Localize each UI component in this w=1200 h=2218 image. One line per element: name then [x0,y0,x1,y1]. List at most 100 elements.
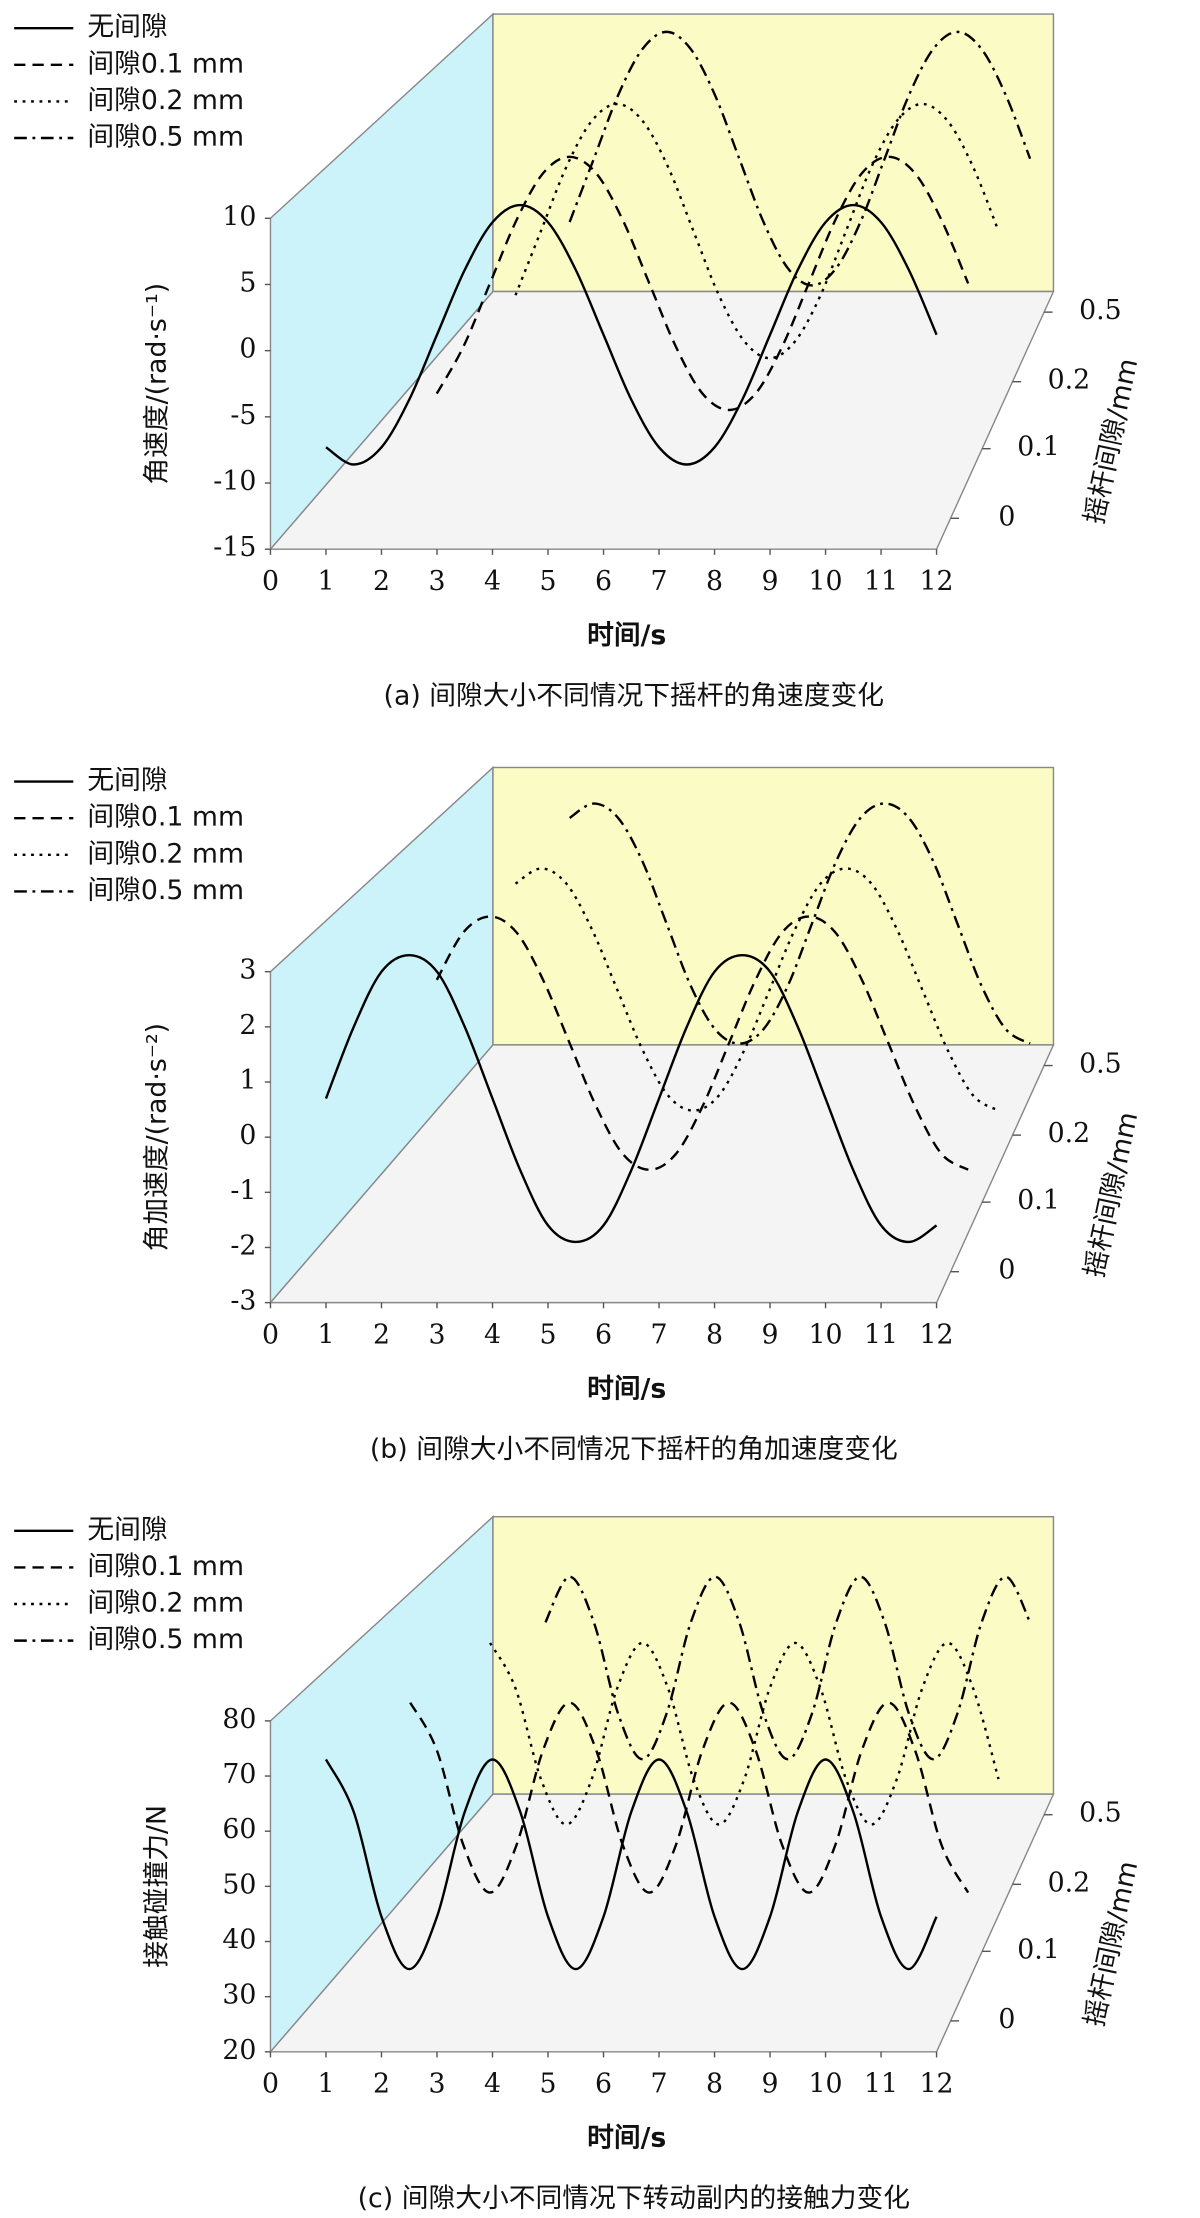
y-axis-label: 角加速度/(rad·s⁻²) [141,1023,172,1252]
x-tick-label: 8 [706,1319,723,1350]
y-tick-label: 2 [239,1010,256,1041]
x-tick-label: 12 [920,566,954,597]
x-tick-label: 3 [428,2069,445,2100]
y-tick-label: 50 [222,1869,256,1900]
x-tick-label: 1 [317,2069,334,2100]
y-tick-label: -1 [230,1175,256,1206]
y-tick-label: 70 [222,1759,256,1790]
x-tick-label: 11 [864,2069,898,2100]
y-tick-label: 0 [239,1120,256,1151]
x-tick-label: 3 [428,566,445,597]
y-tick-label: 30 [222,1980,256,2011]
x-tick-label: 5 [539,1319,556,1350]
series-line [325,203,938,466]
floor [268,1793,1055,2053]
legend-label: 无间隙 [87,1514,167,1545]
legend-label: 间隙0.1 mm [87,48,244,79]
x-tick-label: 8 [706,566,723,597]
caption: (b) 间隙大小不同情况下摇杆的角加速度变化 [370,1434,898,1465]
x-tick-label: 7 [651,566,668,597]
x-tick-label: 9 [762,566,779,597]
series-line [324,953,938,1244]
x-tick-label: 6 [595,2069,612,2100]
y-tick-label: 10 [222,201,256,232]
x-tick-label: 4 [484,1319,501,1350]
x-tick-label: 5 [539,566,556,597]
x-tick-label: 7 [651,1319,668,1350]
x-tick-label: 0 [262,1319,279,1350]
y-axis-label: 接触碰撞力/N [141,1805,172,1968]
y-tick-label: 60 [222,1814,256,1845]
x-tick-label: 11 [864,566,898,597]
back-wall [492,1515,1055,1795]
series-line [435,915,969,1171]
z-tick-label: 0.2 [1048,365,1091,396]
z-tick-label: 0.2 [1048,1867,1091,1898]
x-tick-label: 2 [373,1319,390,1350]
x-tick-label: 0 [262,566,279,597]
y-tick-label: -10 [213,466,256,497]
x-tick-label: 9 [762,1319,779,1350]
legend-label: 间隙0.5 mm [87,122,244,153]
legend-label: 间隙0.1 mm [87,802,244,833]
y-tick-label: 5 [239,267,256,298]
x-tick-label: 10 [809,566,843,597]
x-tick-label: 6 [595,566,612,597]
x-tick-label: 3 [428,1319,445,1350]
z-tick-label: 0.1 [1017,1934,1060,1965]
y-tick-label: 80 [222,1704,256,1735]
x-tick-label: 1 [317,1319,334,1350]
z-tick-label: 0.5 [1079,295,1122,326]
x-axis-label: 时间/s [587,2123,666,2154]
legend-label: 间隙0.5 mm [87,1624,244,1655]
y-tick-label: 3 [239,955,256,986]
y-tick-label: -2 [230,1230,256,1261]
series-line [324,1758,938,1971]
z-tick-label: 0 [998,501,1015,532]
series-line [435,155,970,412]
series-line [409,1701,970,1894]
x-tick-label: 8 [706,2069,723,2100]
legend-label: 间隙0.2 mm [87,85,244,116]
x-axis-label: 时间/s [587,1373,666,1404]
y-tick-label: 40 [222,1925,256,1956]
x-tick-label: 7 [651,2069,668,2100]
x-tick-label: 4 [484,2069,501,2100]
z-tick-label: 0.2 [1048,1118,1091,1149]
x-tick-label: 11 [864,1319,898,1350]
z-tick-label: 0.5 [1079,1798,1122,1829]
back-wall [492,13,1055,293]
x-tick-label: 10 [809,2069,843,2100]
series-line [489,1641,1000,1826]
y-tick-label: -3 [230,1286,256,1317]
x-tick-label: 12 [920,1319,954,1350]
legend-label: 无间隙 [87,12,167,43]
z-tick-label: 0 [998,1255,1015,1286]
y-tick-label: -15 [213,532,256,563]
x-tick-label: 5 [539,2069,556,2100]
series-line [568,30,1032,287]
y-tick-label: -5 [230,400,256,431]
y-tick-label: 1 [239,1065,256,1096]
x-tick-label: 2 [373,566,390,597]
legend-label: 间隙0.2 mm [87,838,244,869]
legend-label: 无间隙 [87,765,167,796]
z-tick-label: 0.5 [1079,1049,1122,1080]
z-tick-label: 0.1 [1017,1185,1060,1216]
x-tick-label: 10 [809,1319,843,1350]
x-tick-label: 9 [762,2069,779,2100]
x-axis-label: 时间/s [587,620,666,651]
series-line [568,802,1031,1045]
z-tick-label: 0 [998,2004,1015,2035]
legend-label: 间隙0.1 mm [87,1551,244,1582]
caption: (c) 间隙大小不同情况下转动副内的接触力变化 [358,2183,910,2214]
back-wall [492,766,1055,1046]
x-tick-label: 1 [317,566,334,597]
y-tick-label: 20 [222,2035,256,2066]
caption: (a) 间隙大小不同情况下摇杆的角速度变化 [384,681,885,712]
